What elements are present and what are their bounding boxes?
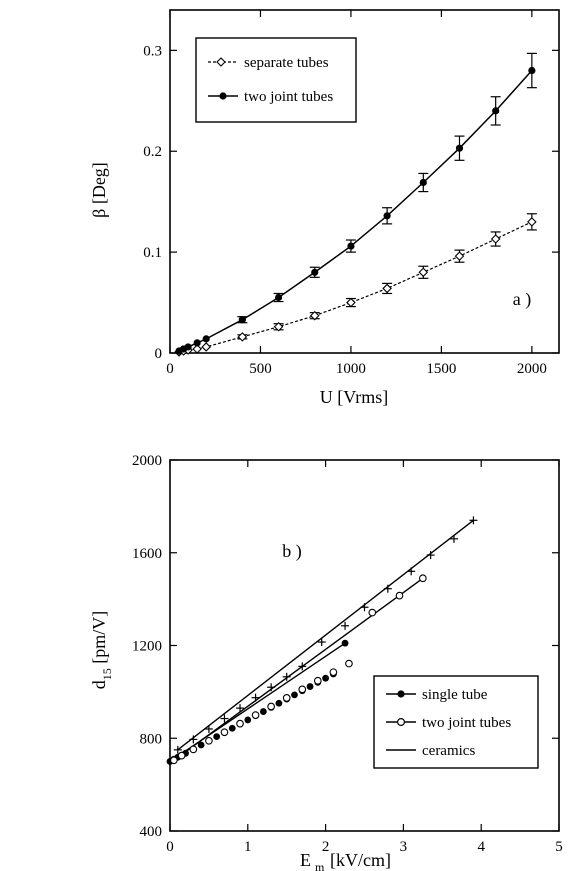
b-xtick-label: 1 — [244, 839, 252, 855]
fit-line-2 — [177, 519, 474, 751]
data-point — [306, 683, 314, 690]
b-ytick-label: 2000 — [132, 453, 162, 469]
a-xtick-label: 2000 — [517, 361, 547, 377]
x-axis-label-b-unit: [kV/cm] — [330, 850, 391, 870]
a-ytick-label: 0.2 — [143, 144, 162, 160]
data-point — [202, 335, 210, 343]
b-xtick-label: 0 — [166, 839, 174, 855]
legend-b: single tube two joint tubes ceramics — [373, 675, 539, 769]
chart-panel-a: 0 500 1000 1500 2000 0 0.1 0.2 0.3 U [Vrms] β [D… — [89, 9, 560, 407]
b-ytick-label: 800 — [140, 731, 163, 747]
data-point — [189, 745, 198, 754]
plot-frame-a — [169, 9, 560, 354]
panel-label-b: b ) — [282, 541, 302, 562]
data-point — [237, 332, 248, 342]
data-point — [220, 728, 229, 737]
data-point — [313, 676, 322, 685]
data-point — [347, 242, 355, 250]
data-point — [184, 343, 192, 351]
a-xtick-label: 500 — [249, 361, 272, 377]
a-xtick-label: 0 — [166, 361, 174, 377]
data-point — [492, 107, 500, 115]
data-point — [383, 212, 391, 220]
y-axis-label-a: β [Deg] — [89, 162, 109, 218]
x-axis-label-b-sub: m — [315, 860, 325, 871]
b-xtick-label: 5 — [555, 839, 563, 855]
data-point — [419, 178, 427, 187]
data-point — [251, 711, 260, 719]
data-point — [454, 251, 465, 261]
data-point — [193, 339, 201, 347]
data-point — [329, 668, 338, 677]
data-point — [298, 685, 307, 694]
data-point — [527, 217, 537, 227]
data-point — [282, 694, 291, 702]
data-point — [192, 344, 202, 354]
data-point — [346, 297, 356, 308]
legend-label-ceramics: ceramics — [422, 743, 475, 759]
a-ytick-label: 0 — [155, 346, 163, 362]
data-point — [267, 702, 275, 711]
panel-label-a: a ) — [513, 289, 531, 310]
data-point — [236, 719, 244, 728]
data-point — [274, 293, 283, 302]
legend-label-two-joint-tubes: two joint tubes — [244, 89, 333, 105]
data-point — [201, 342, 211, 352]
a-xtick-label: 1000 — [336, 361, 366, 377]
data-point — [368, 608, 377, 617]
data-point — [213, 733, 221, 741]
b-ytick-label: 1600 — [132, 546, 162, 562]
data-point — [419, 574, 427, 583]
legend-label-single-tube: single tube — [422, 687, 488, 703]
legend-label-separate-tubes: separate tubes — [244, 55, 329, 71]
b-xtick-label: 3 — [400, 839, 408, 855]
data-point — [455, 144, 464, 152]
b-ytick-label: 400 — [140, 824, 163, 840]
data-point — [205, 736, 213, 745]
data-point — [244, 716, 252, 724]
data-point — [309, 310, 320, 321]
a-ytick-label: 0.3 — [143, 43, 162, 59]
chart-panel-b: 0 1 2 3 4 5 400 800 1200 1600 2000 E m [kV/cm] d15… — [89, 453, 563, 871]
data-point — [238, 316, 246, 324]
legend-a: separate tubes two joint tubes — [195, 37, 357, 123]
data-point — [490, 234, 501, 244]
data-point — [228, 724, 236, 732]
data-point — [170, 756, 178, 765]
data-point — [259, 708, 267, 715]
data-point — [291, 691, 298, 699]
a-ytick-label: 0.1 — [143, 245, 162, 261]
data-point — [275, 699, 283, 707]
b-ytick-label: 1200 — [132, 639, 162, 655]
data-point — [341, 639, 349, 647]
data-point — [345, 659, 353, 668]
x-axis-label-b: E — [300, 850, 311, 870]
data-point — [311, 268, 319, 276]
data-point — [528, 66, 536, 75]
data-point — [322, 674, 329, 682]
fit-line-1 — [173, 577, 424, 761]
data-point — [273, 321, 284, 332]
data-point — [197, 741, 205, 749]
b-xtick-label: 2 — [322, 839, 330, 855]
y-axis-label-b: d15 [pm/V] — [89, 611, 114, 690]
data-point — [418, 267, 429, 278]
x-axis-label-a: U [Vrms] — [320, 387, 388, 407]
data-point — [177, 751, 186, 760]
b-xtick-label: 4 — [477, 839, 485, 855]
data-point — [395, 591, 404, 600]
data-point — [382, 283, 392, 294]
legend-label-two-joint-tubes-b: two joint tubes — [422, 715, 511, 731]
a-xtick-label: 1500 — [426, 361, 456, 377]
plot-frame-b — [169, 459, 560, 832]
